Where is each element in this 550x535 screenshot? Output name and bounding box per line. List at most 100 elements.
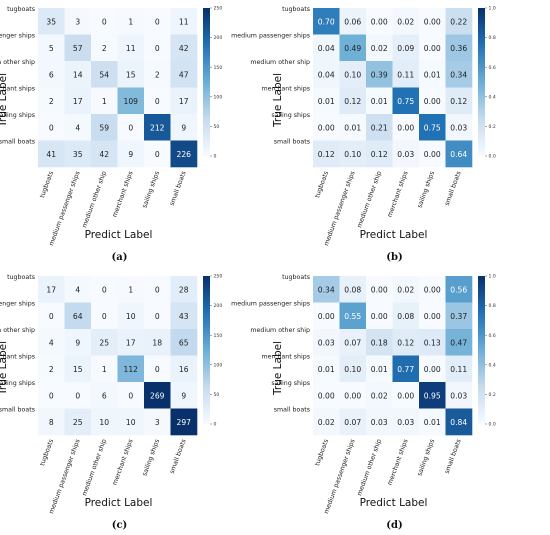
heatmap-cell bbox=[392, 355, 420, 383]
cell-value: 8 bbox=[49, 418, 54, 427]
x-tick-label: medium passenger ships bbox=[323, 170, 357, 247]
heatmap-cell bbox=[366, 34, 393, 62]
cell-value: 0.00 bbox=[371, 312, 388, 321]
x-tick-label: small boats bbox=[444, 438, 463, 474]
x-axis-title: Predict Label bbox=[85, 229, 153, 241]
heatmap-cell bbox=[445, 302, 473, 330]
heatmap-cell bbox=[64, 114, 92, 141]
cell-value: 18 bbox=[152, 338, 162, 347]
x-tick-label: medium other ship bbox=[81, 170, 108, 228]
heatmap-cell bbox=[392, 87, 420, 115]
cell-value: 10 bbox=[126, 312, 136, 321]
cell-value: 0 bbox=[155, 97, 160, 106]
colorbar-tick-label: 250 bbox=[214, 6, 223, 12]
cell-value: 0.00 bbox=[424, 365, 441, 374]
heatmap-cell bbox=[144, 8, 171, 35]
heatmap-cell bbox=[392, 382, 420, 409]
heatmap-cell bbox=[117, 114, 145, 141]
cell-value: 0.34 bbox=[450, 70, 467, 79]
cell-value: 0.12 bbox=[371, 150, 388, 159]
cell-value: 3 bbox=[155, 418, 160, 427]
heatmap-cell bbox=[64, 8, 92, 35]
cell-value: 3 bbox=[75, 17, 80, 26]
y-tick-label: medium passenger ships bbox=[231, 33, 310, 40]
panel-caption: (a) bbox=[112, 252, 128, 263]
heatmap-cell bbox=[339, 276, 367, 303]
y-tick-label: merchant ships bbox=[261, 354, 310, 361]
cell-value: 226 bbox=[177, 150, 192, 159]
cell-value: 17 bbox=[73, 97, 83, 106]
heatmap-cell bbox=[366, 408, 393, 436]
heatmap-cell bbox=[64, 276, 92, 303]
heatmap-cell bbox=[366, 8, 393, 35]
heatmap-cell bbox=[170, 8, 198, 35]
heatmap-cell bbox=[339, 61, 367, 88]
heatmap-cell bbox=[313, 408, 340, 436]
cell-value: 1 bbox=[102, 365, 107, 374]
heatmap-cell bbox=[419, 34, 446, 62]
cell-value: 0.84 bbox=[450, 418, 467, 427]
heatmap-cell bbox=[38, 276, 65, 303]
cell-value: 0.01 bbox=[344, 123, 361, 132]
heatmap-cell bbox=[313, 276, 340, 303]
cell-value: 64 bbox=[73, 312, 83, 321]
heatmap-cell bbox=[339, 302, 367, 330]
cell-value: 0.39 bbox=[371, 70, 388, 79]
heatmap-cell bbox=[313, 114, 340, 141]
heatmap-cell bbox=[366, 329, 393, 356]
y-tick-label: medium passenger ships bbox=[0, 33, 35, 40]
cell-value: 43 bbox=[179, 312, 189, 321]
x-axis-title: Predict Label bbox=[360, 229, 428, 241]
panel-caption: (b) bbox=[386, 252, 402, 263]
heatmap-cell bbox=[419, 302, 446, 330]
cell-value: 65 bbox=[179, 338, 189, 347]
y-tick-label: small boats bbox=[0, 139, 35, 146]
heatmap-cell bbox=[445, 34, 473, 62]
cell-value: 0 bbox=[49, 123, 54, 132]
y-tick-label: sailing ships bbox=[0, 112, 35, 119]
heatmap-cell bbox=[117, 8, 145, 35]
cell-value: 0.47 bbox=[450, 338, 467, 347]
colorbar-tick-label: 0.8 bbox=[489, 303, 496, 309]
colorbar-tick-label: 0.6 bbox=[489, 65, 496, 71]
heatmap-cell bbox=[64, 61, 92, 88]
heatmap-cell bbox=[313, 355, 340, 383]
cell-value: 0 bbox=[155, 312, 160, 321]
heatmap-cell bbox=[64, 140, 92, 168]
cell-value: 28 bbox=[179, 285, 189, 294]
heatmap-cell bbox=[392, 61, 420, 88]
panel-d: 0.34 0.08 0.00 0.02 0.00 0.56 0.00 0.55 0.00 0.08… bbox=[231, 274, 496, 531]
y-tick-label: medium other ship bbox=[250, 327, 310, 334]
heatmap-cell bbox=[339, 140, 367, 168]
x-axis-title: Predict Label bbox=[360, 497, 428, 509]
cell-value: 0.00 bbox=[371, 17, 388, 26]
heatmap-cell bbox=[91, 355, 118, 383]
cell-value: 42 bbox=[179, 44, 189, 53]
cell-value: 0.01 bbox=[424, 418, 441, 427]
panel-c: 17 4 0 1 0 280 64 0 10 0 434 9 25 17 18 652 15 1 112 0 160 0 6… bbox=[0, 274, 222, 531]
cell-value: 17 bbox=[179, 97, 189, 106]
cell-value: 0 bbox=[128, 391, 133, 400]
heatmap-cell bbox=[313, 8, 340, 35]
y-tick-label: small boats bbox=[274, 139, 310, 146]
panel-a: 35 3 0 1 0 11 5 57 2 11 0 42 6 14 54 15 2 47 2 17 1 109 0 17 0 4 5… bbox=[0, 6, 222, 263]
cell-value: 0 bbox=[155, 150, 160, 159]
colorbar-tick-label: 150 bbox=[214, 65, 223, 71]
cell-value: 35 bbox=[73, 150, 83, 159]
heatmap-cell bbox=[38, 355, 65, 383]
heatmap-cell bbox=[64, 87, 92, 115]
cell-value: 10 bbox=[99, 418, 109, 427]
cell-value: 0.00 bbox=[424, 17, 441, 26]
cell-value: 0 bbox=[102, 285, 107, 294]
cell-value: 0 bbox=[155, 365, 160, 374]
colorbar-tick-label: 0.0 bbox=[489, 154, 496, 160]
heatmap-cell bbox=[366, 302, 393, 330]
x-tick-label: medium passenger ships bbox=[48, 170, 82, 247]
heatmap-cell bbox=[366, 87, 393, 115]
cell-value: 297 bbox=[177, 418, 192, 427]
colorbar-tick-label: 0.2 bbox=[489, 392, 496, 398]
heatmap-cell bbox=[445, 382, 473, 409]
cell-value: 112 bbox=[124, 365, 139, 374]
heatmap-cell bbox=[38, 382, 65, 409]
